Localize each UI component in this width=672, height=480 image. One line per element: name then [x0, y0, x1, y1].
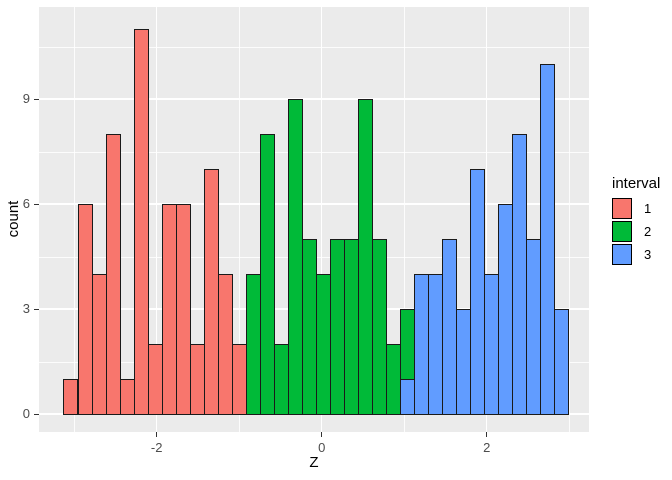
- gridline-minor-x: [569, 7, 571, 432]
- y-tick-label: 9: [22, 91, 30, 106]
- histogram-bar: [442, 239, 458, 415]
- histogram-bar: [203, 169, 219, 415]
- legend-item: 3: [612, 244, 672, 265]
- legend-title: interval: [612, 175, 661, 192]
- histogram-bar: [400, 309, 416, 380]
- x-tick-label: 2: [483, 440, 491, 455]
- legend-items: 1 2 3: [610, 198, 672, 265]
- legend-key-swatch: [612, 198, 632, 219]
- histogram-bar: [217, 274, 233, 415]
- histogram-bar: [147, 344, 163, 415]
- gridline-minor-y: [39, 46, 589, 48]
- histogram-bar: [400, 379, 416, 415]
- histogram-bar: [259, 134, 275, 415]
- x-axis-title: Z: [309, 454, 319, 471]
- legend-item-label: 2: [644, 224, 652, 239]
- legend-key-swatch: [612, 221, 632, 242]
- histogram-bar: [329, 239, 345, 415]
- x-tick-mark: [321, 432, 323, 437]
- gridline-minor-x: [74, 7, 76, 432]
- y-tick-label: 6: [22, 196, 30, 211]
- gridline-minor-y: [39, 151, 589, 153]
- legend-item-label: 3: [644, 247, 652, 262]
- legend-item: 1: [612, 198, 672, 219]
- y-tick-mark: [34, 98, 39, 100]
- histogram-bar: [372, 239, 388, 415]
- x-tick-mark: [486, 432, 488, 437]
- histogram-bar: [526, 239, 542, 415]
- histogram-bar: [358, 99, 374, 415]
- histogram-bar: [91, 274, 107, 415]
- x-tick-mark: [156, 432, 158, 437]
- histogram-bar: [540, 64, 556, 415]
- histogram-bar: [189, 344, 205, 415]
- x-tick-label: -2: [150, 440, 163, 455]
- legend-item-label: 1: [644, 201, 652, 216]
- legend-key-swatch: [612, 244, 632, 265]
- gridline-major-x: [485, 7, 488, 432]
- gridline-major-y: [39, 203, 589, 205]
- histogram-bar: [231, 344, 247, 415]
- histogram-bar: [343, 239, 359, 415]
- gridline-minor-x: [404, 7, 406, 432]
- histogram-bar: [484, 274, 500, 415]
- histogram-bar: [287, 99, 303, 415]
- y-tick-label: 3: [22, 301, 30, 316]
- y-tick-label: 0: [22, 406, 30, 421]
- histogram-bar: [428, 274, 444, 415]
- histogram-bar: [77, 204, 93, 415]
- histogram-bar: [456, 309, 472, 415]
- histogram-bar: [161, 204, 177, 415]
- histogram-bar: [554, 309, 570, 415]
- y-tick-mark: [34, 308, 39, 310]
- histogram-bar: [315, 274, 331, 415]
- y-axis-title: count: [5, 200, 22, 238]
- gridline-major-x: [155, 7, 158, 432]
- histogram-bar: [245, 274, 261, 415]
- histogram-bar: [133, 29, 149, 415]
- gridline-major-y: [39, 98, 589, 100]
- histogram-bar: [273, 344, 289, 415]
- histogram-bar: [512, 134, 528, 415]
- histogram-bar: [119, 379, 135, 415]
- histogram-bar: [470, 169, 486, 415]
- histogram-bar: [386, 344, 402, 415]
- y-tick-mark: [34, 413, 39, 415]
- y-tick-mark: [34, 203, 39, 205]
- histogram-bar: [105, 134, 121, 415]
- x-tick-label: 0: [318, 440, 326, 455]
- histogram-bar: [63, 379, 79, 415]
- histogram-bar: [175, 204, 191, 415]
- plot-panel: [39, 7, 589, 432]
- legend-item: 2: [612, 221, 672, 242]
- histogram-bar: [498, 204, 514, 415]
- histogram-bar: [414, 274, 430, 415]
- histogram-bar: [301, 239, 317, 415]
- legend: interval 1 2 3: [610, 176, 672, 267]
- gridline-minor-x: [239, 7, 241, 432]
- gridline-major-x: [320, 7, 323, 432]
